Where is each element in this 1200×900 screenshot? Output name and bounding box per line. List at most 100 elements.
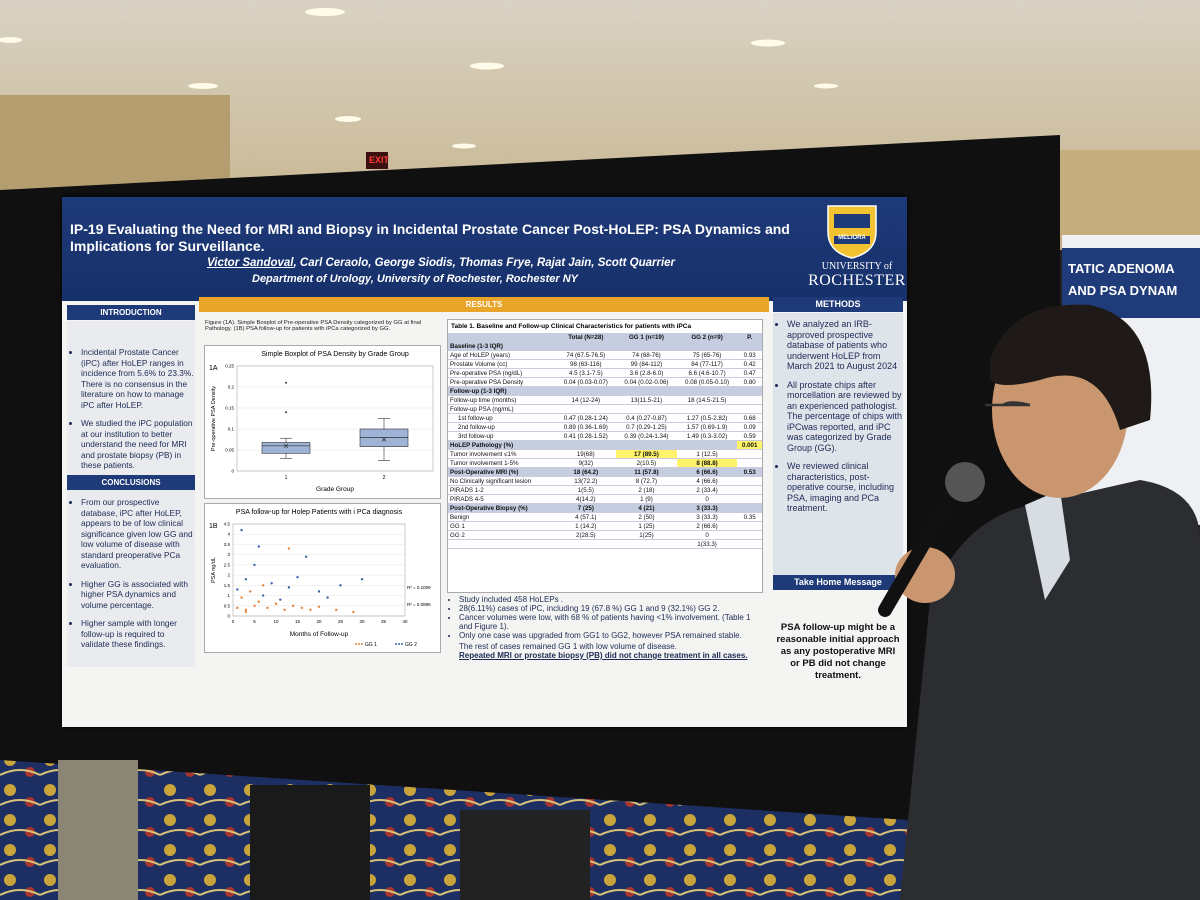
side-poster-line: TATIC ADENOMA — [1068, 261, 1175, 276]
table-row: Benign 4 (57.1) 2 (50) 3 (33.3) 0.35 — [448, 512, 762, 522]
table-cell: 1(25) — [616, 530, 677, 540]
bullet: From our prospective database, iPC after… — [81, 497, 195, 571]
table-cell: 74 (68-76) — [616, 350, 677, 360]
point — [360, 578, 364, 581]
table-cell: Baseline (1-3 IQR) — [448, 341, 556, 351]
table-cell: Post-Operative MRI (%) — [448, 467, 556, 477]
table-cell: Total (N=28) — [555, 333, 617, 342]
y-tick-label: 0.15 — [225, 406, 234, 411]
table-cell: 2 (66.6) — [676, 521, 738, 531]
mean-marker — [381, 437, 387, 442]
table-cell: 0.47 (0.28-1.24) — [555, 413, 617, 423]
table-cell: 1 (14.2) — [555, 521, 617, 531]
table-cell: 1(5.5) — [555, 485, 617, 495]
point — [287, 547, 291, 550]
point — [304, 555, 308, 558]
bullet: Cancer volumes were low, with 68 % of pa… — [459, 613, 765, 631]
y-tick-label: 4 — [227, 532, 230, 537]
take-home: PSA follow-up might be a reasonable init… — [776, 622, 900, 681]
x-tick-label: 5 — [253, 619, 256, 624]
bullet: Study included 458 HoLEPs . — [459, 595, 765, 604]
table-row: Pre-operative PSA Density 0.04 (0.03-0.07… — [448, 377, 762, 387]
table-section-row: Post-Operative Biopsy (%) 7 (25) 4 (21) 3 (… — [448, 503, 762, 513]
mean-marker — [283, 443, 289, 449]
poster-header — [62, 197, 907, 301]
wall — [1060, 150, 1200, 250]
table-cell — [616, 440, 677, 450]
conclusions: From our prospective database, iPC after… — [67, 491, 195, 667]
table-cell: 3.6 (2.8-6.0) — [616, 368, 677, 378]
poster-title: IP-19 Evaluating the Need for MRI and Bi… — [70, 221, 790, 254]
y-axis-label: PSA ng/dL — [211, 557, 217, 583]
table-row: Prostate Volume (cc) 98 (63-116) 99 (84-11… — [448, 359, 762, 369]
table-section-row: HoLEP Pathology (%) 0.001 — [448, 440, 762, 450]
section-heading: RESULTS — [199, 297, 769, 312]
table-cell: 0.47 — [737, 368, 762, 378]
table-cell: 0.68 — [737, 413, 762, 423]
table-cell — [555, 341, 617, 351]
table-cell: Age of HoLEP (years) — [448, 350, 556, 360]
side-poster-line: AND PSA DYNAM — [1068, 283, 1178, 298]
table-panel: Table 1. Baseline and Follow-up Clinical… — [447, 319, 763, 593]
table-cell: 4 (21) — [616, 503, 677, 513]
table-cell: PIRADS 1-2 — [448, 485, 556, 495]
table-cell: 1 (9) — [616, 494, 677, 504]
table-cell: 2(28.5) — [555, 530, 617, 540]
table-section-row: Follow-up (1-3 IQR) — [448, 386, 762, 396]
table-cell: GG 1 (n=19) — [616, 333, 677, 342]
point — [240, 596, 243, 599]
table-cell: HoLEP Pathology (%) — [448, 440, 556, 450]
table-cell: 18 (14.5-21.5) — [676, 395, 738, 405]
x-tick-label: 0 — [232, 619, 235, 624]
box — [359, 428, 409, 447]
table-cell: GG 1 — [448, 521, 556, 531]
x-tick-label: 1 — [285, 475, 288, 481]
point — [244, 610, 248, 614]
annotation: R² = 0.0895 — [407, 602, 431, 607]
table-header-row: Total (N=28) GG 1 (n=19) GG 2 (n=9) P. — [448, 333, 762, 342]
x-tick-label: 35 — [381, 619, 387, 624]
table-row: No Clinically significant lesion 13(72.2)… — [448, 476, 762, 486]
table-cell: 0.4 (0.27-0.87) — [616, 413, 677, 423]
table-row: 1st follow-up 0.47 (0.28-1.24) 0.4 (0.27-0… — [448, 413, 762, 423]
table-row: 3rd follow-up 0.41 (0.28-1.52) 0.39 (0.24-… — [448, 431, 762, 441]
table-cell: 13(11.5-21) — [616, 395, 677, 405]
y-tick-label: 1.5 — [224, 583, 231, 588]
point — [287, 586, 291, 589]
table-cell — [616, 539, 677, 549]
table-cell: Post-Operative Biopsy (%) — [448, 503, 556, 513]
table-cell — [737, 449, 762, 459]
table-cell: 2 (33.4) — [676, 485, 738, 495]
table-section-row: Post-Operative MRI (%) 18 (64.2) 11 (57.8)… — [448, 467, 762, 477]
table-cell: 0.93 — [737, 350, 762, 360]
table-row: 2nd follow-up 0.89 (0.36-1.69) 0.7 (0.29-1… — [448, 422, 762, 432]
motto: MELIORA — [838, 235, 866, 241]
table-cell — [737, 395, 762, 405]
table-cell — [737, 494, 762, 504]
table-cell — [555, 386, 617, 396]
point — [296, 575, 299, 579]
table-cell: 0.04 (0.02-0.06) — [616, 377, 677, 387]
point — [236, 606, 239, 610]
table-cell: Follow-up PSA (ng/mL) — [448, 404, 556, 414]
introduction: Incidental Prostate Cancer (iPC) after H… — [67, 321, 195, 497]
table-cell: 2 (18) — [616, 485, 677, 495]
table-cell: 1st follow-up — [448, 413, 556, 423]
table-cell: 4(14.2) — [555, 494, 617, 504]
table-row: GG 2 2(28.5) 1(25) 0 — [448, 530, 762, 540]
legs — [58, 760, 590, 900]
point — [300, 606, 303, 610]
table-cell: PIRADS 4-5 — [448, 494, 556, 504]
panel-label: 1A — [209, 365, 218, 372]
point — [236, 588, 239, 591]
point — [292, 604, 295, 607]
table-row: PIRADS 1-2 1(5.5) 2 (18) 2 (33.4) — [448, 485, 762, 495]
lead-author: Victor Sandoval — [207, 257, 294, 269]
bullet: We analyzed an IRB-approved prospective … — [787, 319, 903, 372]
table-cell: P. — [737, 333, 762, 342]
y-tick-label: 2 — [227, 573, 230, 578]
table-cell: 0.04 (0.03-0.07) — [555, 377, 617, 387]
annotation: R² = 0.1009 — [407, 585, 431, 590]
table-section-row: Baseline (1-3 IQR) — [448, 341, 762, 351]
table-cell: 0.09 — [737, 422, 762, 432]
